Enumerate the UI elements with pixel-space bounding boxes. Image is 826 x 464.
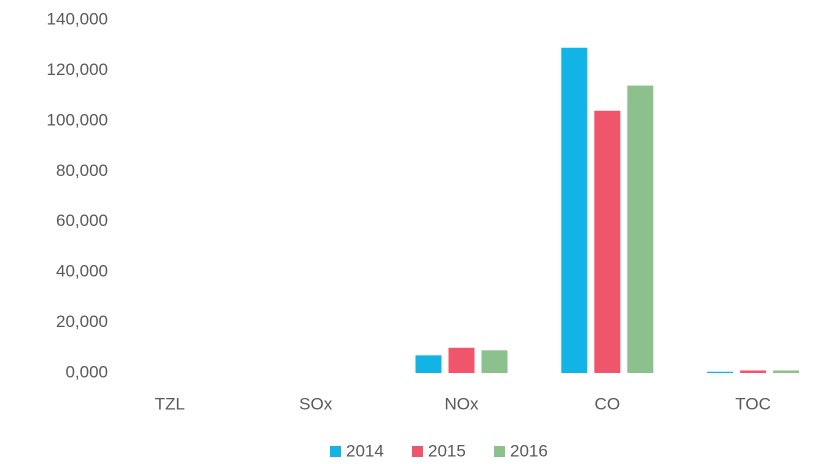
x-tick-label: CO <box>595 394 621 413</box>
legend-swatch <box>330 446 341 457</box>
x-tick-label: TOC <box>735 394 771 413</box>
bar <box>448 347 475 373</box>
y-tick-label: 0,000 <box>65 362 108 381</box>
bar <box>415 355 442 373</box>
legend-label: 2016 <box>510 441 548 460</box>
x-tick-label: NOx <box>445 394 480 413</box>
bar <box>481 350 508 373</box>
legend-label: 2014 <box>346 441 384 460</box>
y-tick-label: 60,000 <box>56 211 108 230</box>
legend-swatch <box>494 446 505 457</box>
bar <box>594 110 621 374</box>
legend-swatch <box>412 446 423 457</box>
legend-label: 2015 <box>428 441 466 460</box>
x-tick-label: SOx <box>299 394 333 413</box>
y-tick-label: 100,000 <box>47 110 108 129</box>
y-tick-label: 20,000 <box>56 312 108 331</box>
x-tick-label: TZL <box>155 394 185 413</box>
bar <box>740 370 767 373</box>
bar <box>773 370 800 373</box>
bar <box>627 85 654 374</box>
y-tick-label: 120,000 <box>47 60 108 79</box>
bar <box>561 47 588 373</box>
bar <box>707 371 734 373</box>
y-tick-label: 80,000 <box>56 161 108 180</box>
y-tick-label: 140,000 <box>47 9 108 28</box>
y-tick-label: 40,000 <box>56 262 108 281</box>
